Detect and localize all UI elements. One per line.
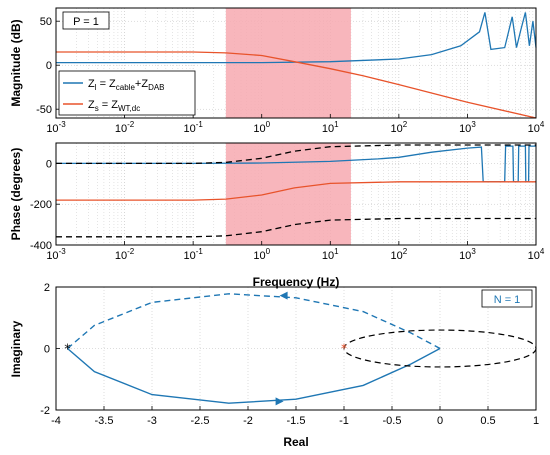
phase-xtick-label: 101 bbox=[322, 247, 339, 262]
nyquist-ytick-label: 0 bbox=[44, 344, 50, 356]
magnitude-ytick-label: 50 bbox=[40, 16, 52, 28]
phase-ytick-label: -200 bbox=[30, 199, 52, 211]
nyquist-panel: * * 2 0 -2 -4 -3.5 -3 -2.5 -2 -1.5 -1 -0.5 0 0.5 1 Im… bbox=[9, 282, 539, 449]
nyquist-xtick-label: 0.5 bbox=[480, 415, 495, 427]
magnitude-axes-frame bbox=[55, 7, 537, 119]
magnitude-ytick-label: 0 bbox=[46, 60, 52, 72]
start-point-marker: * bbox=[64, 343, 71, 358]
phase-xlabel: Frequency (Hz) bbox=[253, 275, 340, 289]
nyquist-xtick-label: -1.5 bbox=[287, 415, 306, 427]
magnitude-ylabel: Magnitude (dB) bbox=[9, 19, 23, 106]
n-annotation-box bbox=[481, 289, 533, 308]
magnitude-series-zl bbox=[56, 12, 537, 64]
nyquist-ylabel: Imaginary bbox=[9, 320, 23, 377]
nyquist-arrow-lower bbox=[275, 397, 284, 406]
p-annotation: P = 1 bbox=[73, 16, 99, 28]
nyquist-xtick-label: -0.5 bbox=[383, 415, 402, 427]
nyquist-xlabel: Real bbox=[283, 435, 308, 449]
phase-series-dashed bbox=[56, 217, 536, 238]
magnitude-xtick-label: 101 bbox=[322, 120, 339, 135]
nyquist-solid_lower bbox=[67, 347, 441, 404]
phase-panel: 0 -200 -400 10-3 10-2 10-1 100 101 102 103 104 Ph… bbox=[9, 142, 545, 289]
nyquist-xtick-label: 0 bbox=[437, 415, 443, 427]
nyquist-xtick-label: -2 bbox=[243, 415, 253, 427]
n-annotation: N = 1 bbox=[494, 294, 521, 306]
nyquist-arrow-upper bbox=[279, 291, 288, 300]
magnitude-legend: Zl = Zcable+ZDAB Zs = ZWT,dc bbox=[58, 70, 196, 116]
nyquist-xtick-label: -2.5 bbox=[191, 415, 210, 427]
phase-xtick-label: 100 bbox=[253, 247, 270, 262]
legend-zl-label: Zl = Zcable+ZDAB bbox=[88, 78, 165, 92]
nyquist-ytick-label: -2 bbox=[40, 405, 50, 417]
phase-xtick-label: 104 bbox=[528, 247, 545, 262]
p-annotation-box bbox=[62, 11, 110, 30]
legend-box bbox=[58, 70, 196, 116]
nyquist-ytick-label: 2 bbox=[44, 282, 50, 294]
magnitude-xtick-label: 103 bbox=[459, 120, 476, 135]
magnitude-xtick-label: 104 bbox=[528, 120, 545, 135]
nyquist-dashed_upper bbox=[67, 293, 441, 350]
magnitude-xtick-label: 10-2 bbox=[115, 120, 135, 135]
magnitude-xtick-label: 10-1 bbox=[183, 120, 203, 135]
phase-axes-frame bbox=[55, 142, 537, 246]
phase-xtick-label: 103 bbox=[459, 247, 476, 262]
nyquist-xtick-label: -3.5 bbox=[95, 415, 114, 427]
nyquist-xtick-label: -3 bbox=[147, 415, 157, 427]
nyquist-xtick-label: -4 bbox=[51, 415, 61, 427]
phase-xtick-label: 10-3 bbox=[46, 247, 66, 262]
phase-ytick-label: -400 bbox=[30, 240, 52, 252]
legend-zs-label: Zs = ZWT,dc bbox=[88, 99, 140, 113]
phase-series-zs bbox=[56, 181, 536, 201]
phase-ylabel: Phase (degrees) bbox=[9, 148, 23, 241]
magnitude-xtick-label: 102 bbox=[391, 120, 408, 135]
phase-series-dashed bbox=[56, 144, 536, 165]
magnitude-xtick-label: 100 bbox=[253, 120, 270, 135]
magnitude-panel: 50 0 -50 10-3 10-2 10-1 100 101 102 103 104 Magni… bbox=[9, 7, 545, 135]
nyquist-xtick-label: -1 bbox=[339, 415, 349, 427]
magnitude-ytick-label: -50 bbox=[36, 104, 52, 116]
phase-highlight-band bbox=[225, 143, 351, 245]
critical-point-marker: * bbox=[341, 342, 347, 356]
phase-ytick-label: 0 bbox=[46, 158, 52, 170]
phase-xtick-label: 10-1 bbox=[183, 247, 203, 262]
nyquist-xtick-label: 1 bbox=[533, 415, 539, 427]
magnitude-xtick-label: 10-3 bbox=[46, 120, 66, 135]
magnitude-series-zs bbox=[56, 51, 537, 119]
phase-xtick-label: 102 bbox=[391, 247, 408, 262]
phase-xtick-label: 10-2 bbox=[115, 247, 135, 262]
